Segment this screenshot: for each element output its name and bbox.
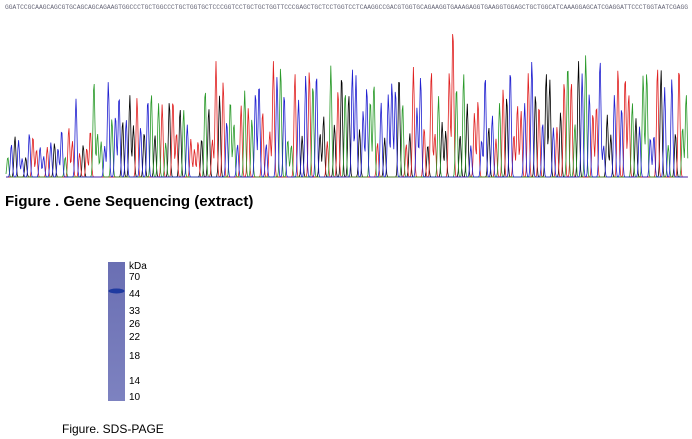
figure-caption: Figure. SDS-PAGE — [62, 422, 164, 436]
marker-label: 70 — [129, 272, 141, 283]
gel-band — [108, 288, 125, 294]
marker-label: 26 — [129, 319, 141, 330]
gel-lane — [108, 262, 125, 401]
marker-label: 44 — [129, 289, 141, 300]
marker-labels: kDa 70 44 33 26 22 18 14 10 — [129, 261, 147, 403]
trace-line — [5, 55, 689, 178]
marker-label: 33 — [129, 306, 141, 317]
figure-caption: Figure . Gene Sequencing (extract) — [5, 193, 253, 210]
chromatogram — [5, 34, 689, 178]
unit-label: kDa — [129, 261, 147, 272]
marker-label: 18 — [129, 351, 141, 362]
marker-label: 10 — [129, 392, 141, 403]
trace-line — [6, 61, 688, 178]
marker-label: 14 — [129, 376, 141, 387]
sequence-text: GGATCCGCAAGCAGCGTGCAGCAGCAGAAGTGGCCCTGCT… — [5, 4, 688, 11]
marker-label: 22 — [129, 332, 141, 343]
